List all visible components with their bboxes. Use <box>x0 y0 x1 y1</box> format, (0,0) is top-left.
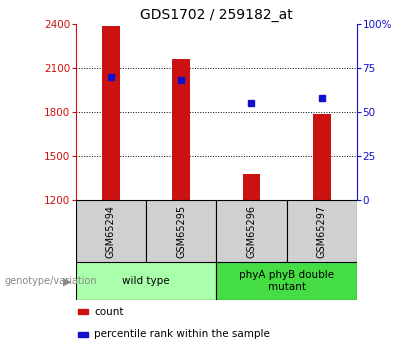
Text: ▶: ▶ <box>63 276 71 286</box>
Bar <box>102 26 120 200</box>
Bar <box>286 200 357 262</box>
Bar <box>79 332 88 337</box>
Bar <box>76 262 216 300</box>
Text: GSM65297: GSM65297 <box>317 205 327 258</box>
Bar <box>313 114 331 200</box>
Text: wild type: wild type <box>122 276 170 286</box>
Text: GSM65295: GSM65295 <box>176 205 186 258</box>
Text: percentile rank within the sample: percentile rank within the sample <box>94 329 270 339</box>
Bar <box>79 309 88 314</box>
Bar <box>243 174 260 200</box>
Text: GSM65296: GSM65296 <box>247 205 257 258</box>
Title: GDS1702 / 259182_at: GDS1702 / 259182_at <box>140 8 293 22</box>
Bar <box>216 200 286 262</box>
Bar <box>146 200 216 262</box>
Text: count: count <box>94 307 123 317</box>
Bar <box>76 200 146 262</box>
Text: GSM65294: GSM65294 <box>106 205 116 258</box>
Text: phyA phyB double
mutant: phyA phyB double mutant <box>239 270 334 292</box>
Bar <box>172 59 190 200</box>
Text: genotype/variation: genotype/variation <box>4 276 97 286</box>
Bar <box>216 262 357 300</box>
